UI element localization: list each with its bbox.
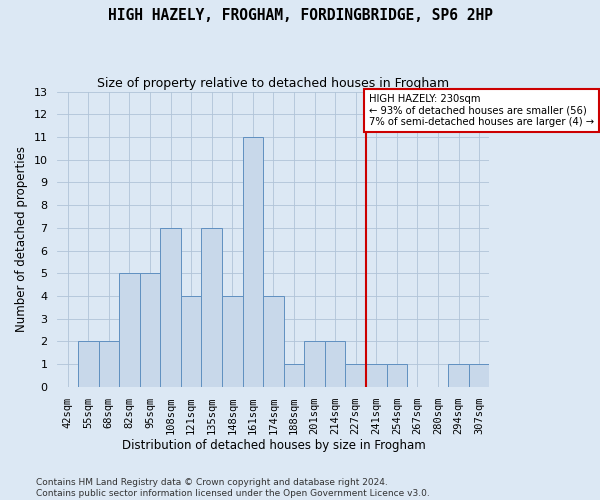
Title: Size of property relative to detached houses in Frogham: Size of property relative to detached ho…: [97, 78, 449, 90]
Bar: [119, 273, 140, 386]
Bar: [98, 342, 119, 386]
Text: HIGH HAZELY: 230sqm
← 93% of detached houses are smaller (56)
7% of semi-detache: HIGH HAZELY: 230sqm ← 93% of detached ho…: [369, 94, 594, 127]
Text: Contains HM Land Registry data © Crown copyright and database right 2024.
Contai: Contains HM Land Registry data © Crown c…: [36, 478, 430, 498]
Bar: [346, 364, 366, 386]
Bar: [160, 228, 181, 386]
Bar: [386, 364, 407, 386]
Bar: [366, 364, 386, 386]
Bar: [325, 342, 346, 386]
Bar: [448, 364, 469, 386]
Bar: [284, 364, 304, 386]
Text: HIGH HAZELY, FROGHAM, FORDINGBRIDGE, SP6 2HP: HIGH HAZELY, FROGHAM, FORDINGBRIDGE, SP6…: [107, 8, 493, 22]
Bar: [242, 137, 263, 386]
Bar: [304, 342, 325, 386]
X-axis label: Distribution of detached houses by size in Frogham: Distribution of detached houses by size …: [122, 440, 425, 452]
Y-axis label: Number of detached properties: Number of detached properties: [15, 146, 28, 332]
Bar: [140, 273, 160, 386]
Bar: [78, 342, 98, 386]
Bar: [263, 296, 284, 386]
Bar: [222, 296, 242, 386]
Bar: [181, 296, 202, 386]
Bar: [202, 228, 222, 386]
Bar: [469, 364, 490, 386]
